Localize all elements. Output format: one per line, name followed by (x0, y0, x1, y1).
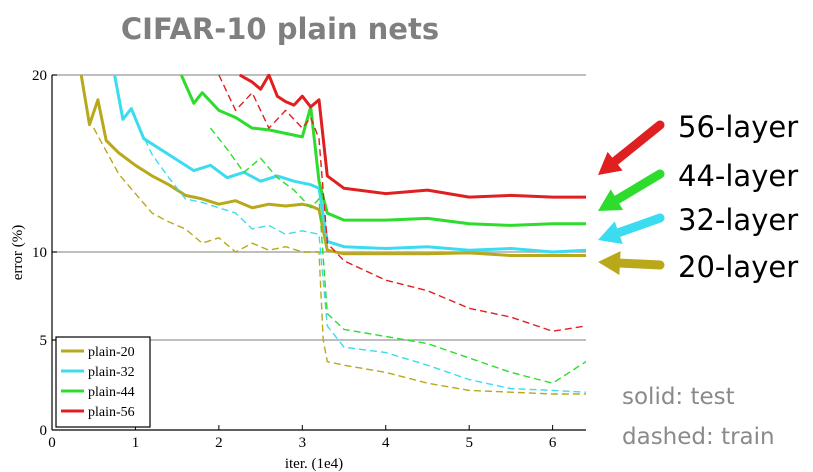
legend-label-plain-44: plain-44 (88, 385, 135, 400)
x-tick-label-2: 2 (215, 435, 223, 451)
arrow-32-layer-head (598, 221, 623, 244)
arrow-32-layer-shaft (614, 213, 665, 238)
x-axis-label: iter. (1e4) (285, 456, 343, 472)
arrow-44-layer-head (598, 189, 624, 211)
y-tick-label-20: 20 (32, 68, 47, 84)
y-tick-label-0: 0 (40, 423, 48, 439)
arrow-56-layer-head (598, 151, 623, 175)
y-tick-label-5: 5 (40, 333, 48, 349)
x-tick-label-1: 1 (132, 435, 140, 451)
y-axis-label: error (%) (10, 225, 26, 280)
legend-label-plain-56: plain-56 (88, 405, 135, 420)
plain-32-test-line (113, 74, 586, 254)
plain-32-train-line (134, 119, 586, 393)
chart-title: CIFAR-10 plain nets (120, 12, 440, 46)
x-tick-label-6: 6 (549, 435, 557, 451)
y-tick-label-10: 10 (32, 245, 47, 261)
arrow-20-layer-shaft (615, 258, 665, 270)
arrow-56-layer-shaft (610, 120, 665, 166)
plain-56-test-line (238, 74, 586, 199)
legend-label-plain-32: plain-32 (88, 365, 135, 380)
plain-20-train-line (93, 127, 586, 395)
plain-44-train-line (209, 127, 586, 384)
x-tick-label-3: 3 (299, 435, 307, 451)
annotation-32-layer: 32-layer (678, 203, 798, 237)
arrow-44-layer-shaft (612, 169, 665, 205)
annotation-20-layer: 20-layer (678, 250, 798, 284)
annotation-44-layer: 44-layer (678, 159, 798, 193)
plain-56-train-line (218, 74, 586, 332)
plot-area (79, 74, 586, 395)
legend-label-plain-20: plain-20 (88, 345, 135, 360)
arrow-20-layer-head (598, 251, 621, 276)
plain-20-test-line (79, 74, 586, 257)
dashed-train-note: dashed: train (622, 424, 775, 450)
x-tick-label-5: 5 (465, 435, 473, 451)
x-tick-label-4: 4 (382, 435, 390, 451)
annotation-56-layer: 56-layer (678, 110, 798, 144)
x-tick-label-0: 0 (48, 435, 56, 451)
solid-test-note: solid: test (622, 384, 735, 410)
